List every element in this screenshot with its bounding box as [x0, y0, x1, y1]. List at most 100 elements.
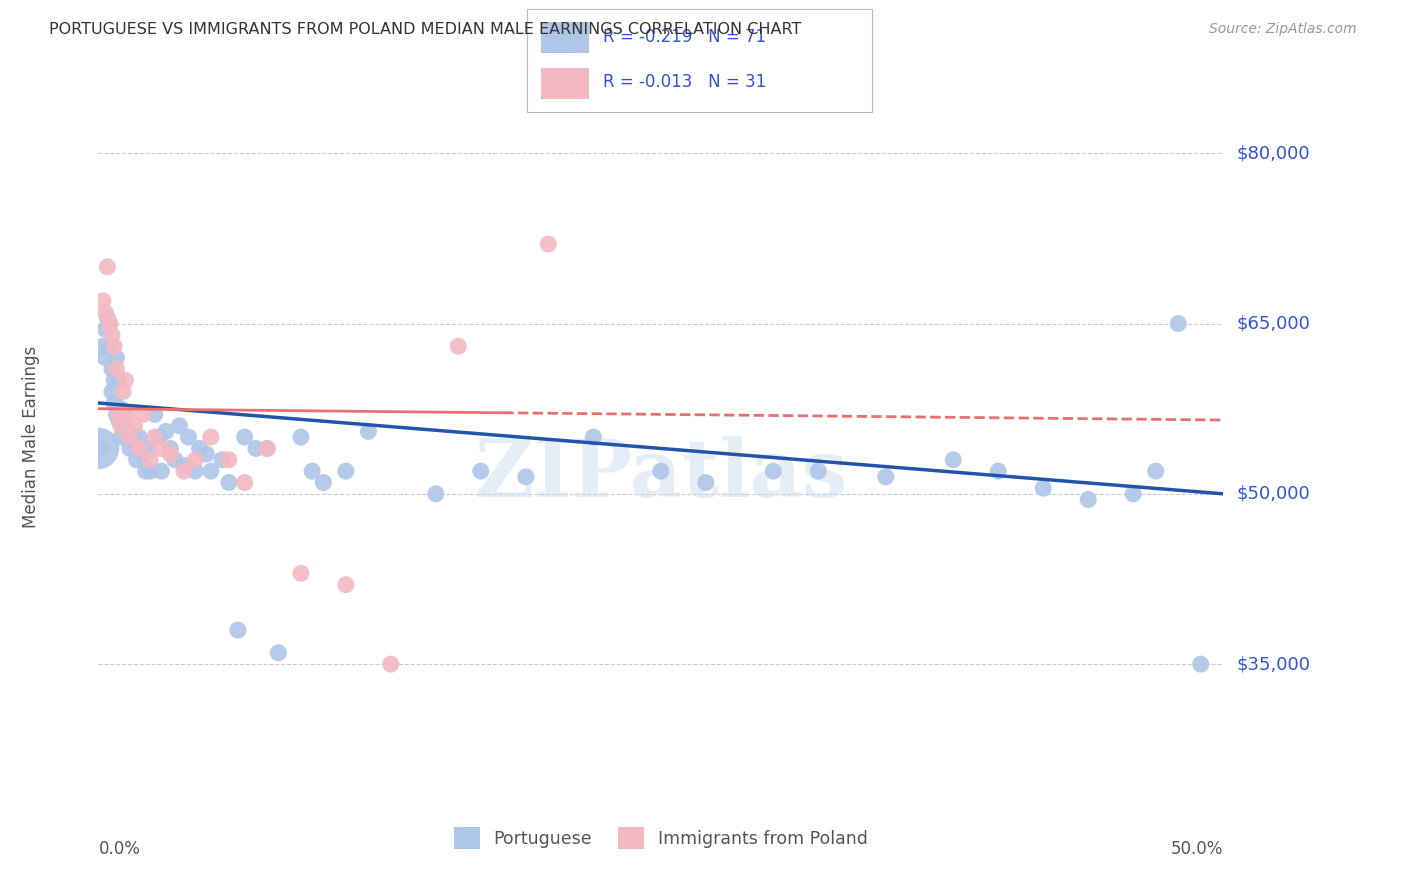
Point — [121, 430, 143, 444]
Point — [425, 487, 447, 501]
Point — [101, 362, 124, 376]
Point — [256, 442, 278, 456]
Point — [942, 452, 965, 467]
Point — [582, 430, 605, 444]
Point — [101, 384, 124, 399]
Point — [301, 464, 323, 478]
Point — [184, 464, 207, 478]
Text: $35,000: $35,000 — [1237, 655, 1310, 673]
Point — [312, 475, 335, 490]
Point — [173, 464, 195, 478]
Point — [124, 435, 146, 450]
Point — [245, 442, 267, 456]
Point — [256, 442, 278, 456]
Bar — [541, 22, 589, 53]
Point — [91, 339, 114, 353]
Point — [155, 425, 177, 439]
Point — [1122, 487, 1144, 501]
Point — [94, 351, 117, 365]
Point — [117, 425, 139, 439]
Text: Source: ZipAtlas.com: Source: ZipAtlas.com — [1209, 22, 1357, 37]
Text: R = -0.013   N = 31: R = -0.013 N = 31 — [603, 73, 766, 91]
Point — [267, 646, 290, 660]
Point — [226, 623, 249, 637]
Point — [135, 464, 157, 478]
Point — [650, 464, 672, 478]
Point — [515, 470, 537, 484]
Text: $65,000: $65,000 — [1237, 315, 1310, 333]
Point — [875, 470, 897, 484]
Point — [159, 447, 181, 461]
Point — [110, 401, 132, 416]
Point — [139, 452, 162, 467]
Point — [105, 362, 128, 376]
Point — [107, 413, 129, 427]
Text: $50,000: $50,000 — [1237, 485, 1310, 503]
Point — [695, 475, 717, 490]
Point — [105, 408, 128, 422]
Point — [110, 430, 132, 444]
Point — [380, 657, 402, 672]
Bar — [541, 69, 589, 99]
Point — [101, 327, 124, 342]
Point — [233, 475, 256, 490]
Point — [118, 430, 141, 444]
Point — [1189, 657, 1212, 672]
Point — [114, 373, 136, 387]
Point — [103, 339, 125, 353]
Point — [807, 464, 830, 478]
Text: R = -0.219   N = 71: R = -0.219 N = 71 — [603, 29, 766, 46]
Point — [107, 408, 129, 422]
Point — [447, 339, 470, 353]
Point — [290, 566, 312, 581]
Text: PORTUGUESE VS IMMIGRANTS FROM POLAND MEDIAN MALE EARNINGS CORRELATION CHART: PORTUGUESE VS IMMIGRANTS FROM POLAND MED… — [49, 22, 801, 37]
Point — [98, 339, 121, 353]
Text: Median Male Earnings: Median Male Earnings — [22, 346, 39, 528]
Point — [96, 310, 118, 325]
Point — [128, 442, 150, 456]
Point — [103, 373, 125, 387]
Point — [132, 447, 155, 461]
Point — [1032, 481, 1054, 495]
Point — [98, 317, 121, 331]
Point — [762, 464, 785, 478]
Point — [90, 442, 112, 456]
Point — [143, 430, 166, 444]
Point — [94, 305, 117, 319]
Legend: Portuguese, Immigrants from Poland: Portuguese, Immigrants from Poland — [447, 821, 875, 855]
Point — [143, 408, 166, 422]
Point — [103, 396, 125, 410]
Point — [470, 464, 492, 478]
Point — [94, 322, 117, 336]
Point — [195, 447, 218, 461]
Point — [128, 430, 150, 444]
Point — [117, 408, 139, 422]
Point — [1077, 492, 1099, 507]
Point — [218, 475, 240, 490]
Point — [110, 418, 132, 433]
Point — [159, 442, 181, 456]
Point — [91, 293, 114, 308]
Point — [211, 452, 233, 467]
Point — [118, 442, 141, 456]
Point — [200, 430, 222, 444]
Text: 50.0%: 50.0% — [1171, 840, 1223, 858]
Point — [148, 430, 170, 444]
Point — [125, 452, 148, 467]
Point — [150, 464, 173, 478]
Point — [150, 442, 173, 456]
Point — [357, 425, 380, 439]
Text: $80,000: $80,000 — [1237, 145, 1310, 162]
Point — [132, 408, 155, 422]
Point — [987, 464, 1010, 478]
Point — [98, 317, 121, 331]
Point — [96, 260, 118, 274]
Point — [1167, 317, 1189, 331]
Point — [139, 464, 162, 478]
Point — [290, 430, 312, 444]
Point — [112, 384, 135, 399]
Point — [105, 351, 128, 365]
Point — [112, 408, 135, 422]
Point — [163, 452, 186, 467]
Point — [124, 418, 146, 433]
